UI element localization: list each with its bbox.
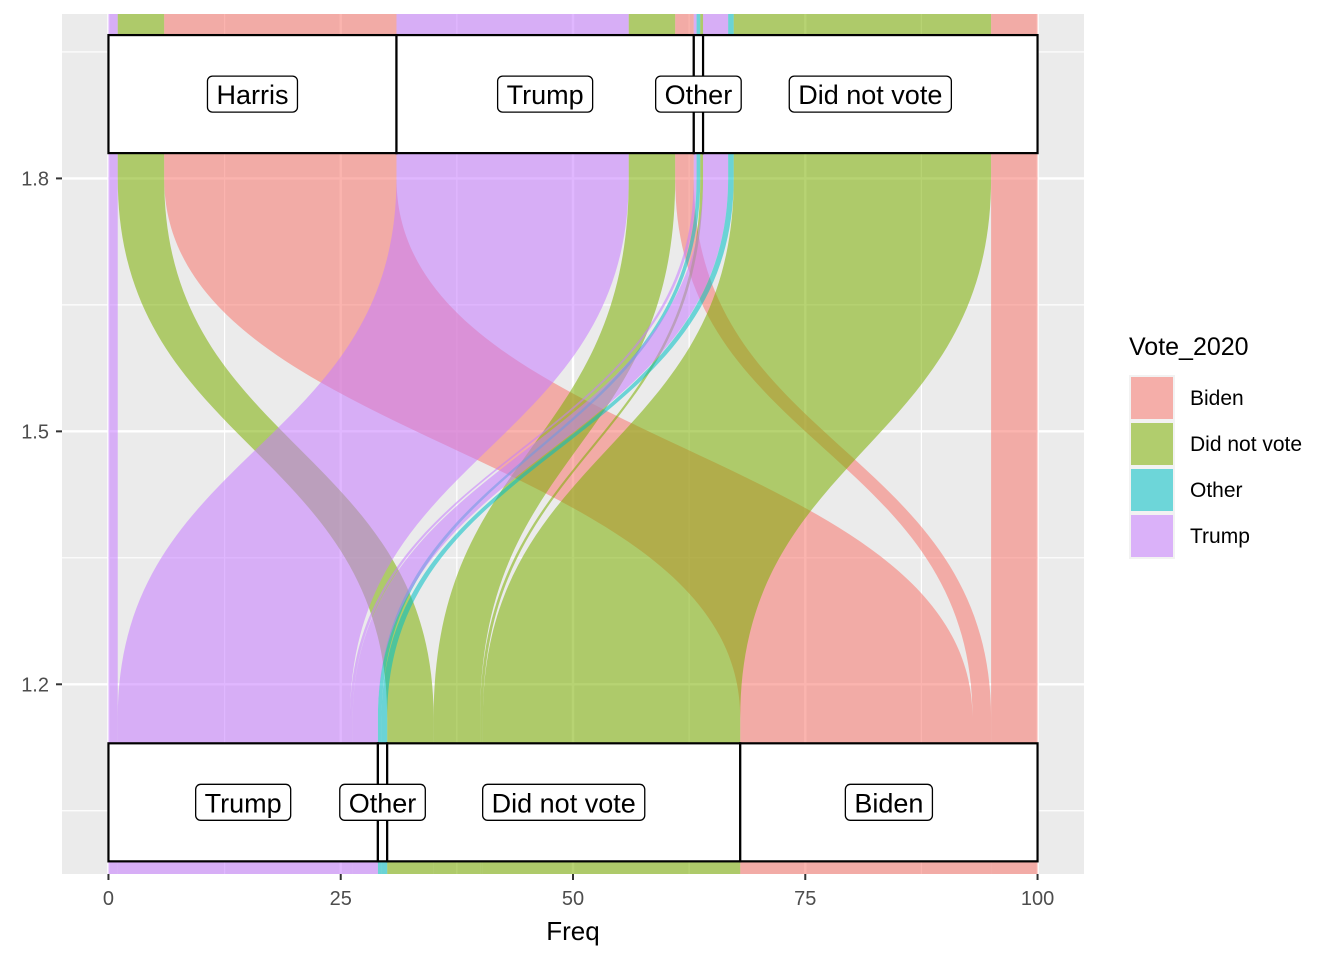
legend-key-did-not-vote [1131, 423, 1173, 465]
stratum-label-text: Other [665, 80, 733, 110]
legend-key-biden [1131, 377, 1173, 419]
flows [108, 14, 1038, 874]
stratum-label-text: Trump [205, 788, 282, 818]
legend-label: Other [1190, 479, 1243, 502]
x-tick-label: 50 [562, 888, 584, 910]
stratum-label-text: Did not vote [798, 80, 942, 110]
legend-label: Biden [1190, 387, 1244, 410]
stratum-label-text: Trump [507, 80, 584, 110]
x-tick-label: 0 [103, 888, 114, 910]
axes: 0 25 50 75 100 1.2 1.5 1.8 [21, 168, 1054, 910]
stratum-label-other: Other [339, 783, 426, 821]
stratum-label-text: Harris [216, 80, 288, 110]
stratum-label-box [655, 75, 742, 113]
y-tick-label: 1.5 [21, 421, 49, 443]
stratum-label-box [195, 783, 292, 821]
stratum-label-did-not-vote: Did not vote [788, 75, 953, 113]
flow-trump-to-did-not-vote [352, 14, 729, 874]
y-tick-label: 1.8 [21, 168, 49, 190]
stratum-label-text: Other [349, 788, 417, 818]
y-tick-label: 1.2 [21, 674, 49, 696]
legend-title: Vote_2020 [1129, 333, 1249, 361]
flow-did-not-vote-to-did-not-vote [482, 14, 992, 874]
stratum-label-text: Did not vote [492, 788, 636, 818]
stratum-label-text: Biden [854, 788, 923, 818]
flow-trump-to-trump [117, 14, 629, 874]
stratum-label-box [482, 783, 646, 821]
stratum-label-biden: Biden [844, 783, 934, 821]
stratum-label-box [206, 75, 299, 113]
legend-label: Did not vote [1190, 433, 1302, 456]
stratum-label-box [788, 75, 953, 113]
legend: Vote_2020 Biden Did not vote Other Trump [1129, 333, 1302, 559]
x-tick-label: 75 [794, 888, 816, 910]
flow-biden-to-did-not-vote [991, 14, 1038, 874]
legend-key-other [1131, 469, 1173, 511]
x-tick-label: 100 [1021, 888, 1054, 910]
stratum-label-box [496, 75, 594, 113]
stratum-did-not-vote [701, 33, 1039, 155]
stratum-label-trump: Trump [195, 783, 292, 821]
legend-key-trump [1131, 515, 1173, 557]
stratum-label-did-not-vote: Did not vote [482, 783, 646, 821]
strata: Harris Trump Other Did not vote Trump Other Di… [107, 33, 1039, 863]
stratum-label-trump: Trump [496, 75, 594, 113]
stratum-label-box [339, 783, 426, 821]
stratum-label-other: Other [655, 75, 742, 113]
flow-trump-to-harris [108, 14, 118, 874]
x-tick-label: 25 [330, 888, 352, 910]
x-axis-title: Freq [546, 916, 599, 946]
stratum-label-box [844, 783, 934, 821]
stratum-label-harris: Harris [206, 75, 299, 113]
legend-label: Trump [1190, 525, 1250, 548]
